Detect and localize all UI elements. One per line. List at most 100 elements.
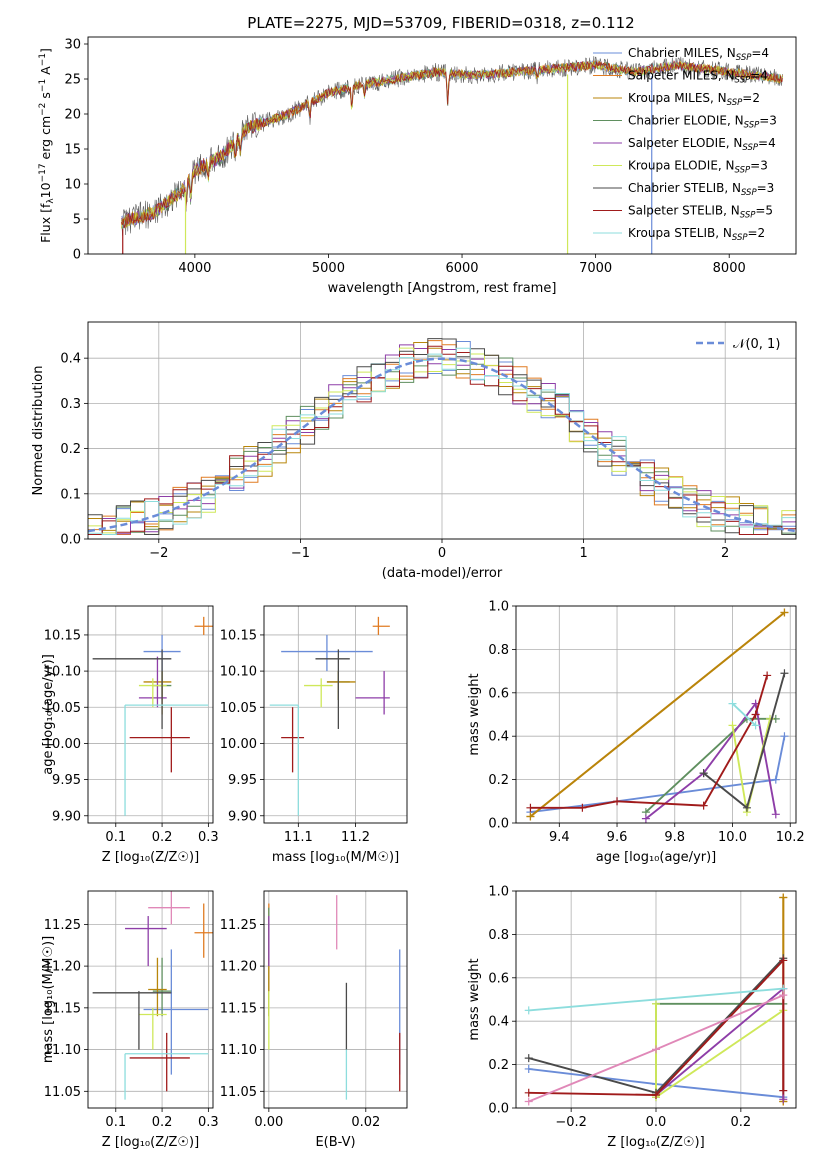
y-tick-label: 11.15 [220, 1001, 257, 1016]
y-label-part: Flux [f [38, 203, 53, 243]
mass-weight-series [731, 702, 757, 727]
y-tick-label: 9.90 [52, 809, 81, 824]
grid [264, 606, 407, 823]
y-tick-label: 0.0 [60, 533, 81, 548]
legend-nssp-value: =2 [748, 226, 766, 240]
mass-weight-marker [699, 801, 708, 810]
plot-area [92, 616, 213, 816]
y-label-part: λ [46, 198, 56, 204]
x-tick-label: −0.2 [555, 1115, 587, 1130]
mass-weight-marker [779, 991, 788, 1000]
x-axis-label: mass [log₁₀(M/M☉)] [272, 850, 399, 865]
y-tick-label: 0.0 [488, 817, 509, 832]
mass-weight-vs-metallicity-panel: −0.2 0.0 0.2 0.0 0.2 0.4 0.6 0.8 1.0 Z [log₁₀(Z/Z… [467, 885, 797, 1150]
plot-area [88, 338, 796, 535]
mass-vs-metallicity-panel: 0.1 0.2 0.3 11.05 11.10 11.15 11.20 11.25 Z [log… [41, 890, 219, 1150]
age-vs-metallicity-panel: 0.1 0.2 0.3 9.90 9.95 10.00 10.05 10.10 10.15 Z [… [41, 605, 219, 865]
legend-entry: Salpeter ELODIE, NSSP=4 [628, 136, 776, 153]
y-axis-label: age [log₁₀(age/yr)] [41, 654, 56, 775]
mass-weight-marker [652, 1090, 660, 1099]
x-tick-label: 9.4 [549, 830, 570, 845]
histogram-series [88, 340, 796, 535]
x-tick-label: 5000 [312, 261, 345, 276]
y-tick-label: 10.10 [220, 665, 257, 680]
mass-weight-marker [779, 1095, 788, 1104]
y-tick-label: 10.10 [44, 665, 81, 680]
y-tick-label: 0.4 [60, 352, 81, 367]
mass-weight-marker [728, 699, 737, 708]
data-point [304, 678, 333, 708]
x-tick-label: 1 [579, 546, 587, 561]
legend-entry: Kroupa MILES, NSSP=2 [628, 91, 760, 108]
normal-reference-curve [88, 357, 796, 533]
legend-entry: Chabrier STELIB, NSSP=3 [628, 181, 774, 198]
spectrum-series-line [121, 60, 783, 229]
legend-nssp-value: =4 [758, 136, 776, 150]
y-tick-label: 11.25 [220, 918, 257, 933]
x-tick-label: −1 [291, 546, 310, 561]
x-tick-label: 0.2 [731, 1115, 752, 1130]
mass-weight-marker [652, 1045, 660, 1054]
mass-weight-series [528, 958, 785, 1096]
y-label-part: −17 [38, 163, 48, 182]
x-tick-label: 0.2 [152, 1115, 173, 1130]
data-point [315, 649, 350, 729]
x-tick-label: 0.1 [105, 830, 126, 845]
x-axis-label: (data-model)/error [382, 566, 503, 581]
y-tick-label: 0 [73, 248, 81, 263]
y-tick-label: 11.20 [44, 960, 81, 975]
legend-nssp-value: =4 [751, 46, 769, 60]
y-tick-label: 0.4 [488, 1015, 509, 1030]
mass-weight-marker [763, 671, 772, 680]
data-point [281, 634, 373, 672]
mass-weight-marker [751, 710, 760, 719]
y-tick-label: 11.15 [44, 1001, 81, 1016]
y-axis-label: mass [log₁₀(M/M☉)] [41, 936, 56, 1063]
x-tick-label: 0.1 [105, 1115, 126, 1130]
axes-frame [87, 36, 797, 255]
x-tick-label: 0 [438, 546, 446, 561]
y-tick-label: 10.15 [44, 628, 81, 643]
data-point [355, 671, 390, 715]
data-point [125, 916, 167, 967]
mass-weight-marker [780, 608, 789, 617]
data-point [148, 891, 190, 925]
mass-weight-series [530, 736, 786, 814]
histogram-series [88, 347, 796, 535]
legend-subscript: SSP [735, 76, 751, 86]
data-point [372, 616, 390, 635]
mass-weight-marker [779, 893, 788, 902]
mass-weight-marker [526, 803, 535, 812]
y-tick-label: 0.0 [488, 1102, 509, 1117]
mass-weight-marker [780, 732, 789, 741]
axes-frame [515, 890, 797, 1109]
mass-weight-marker [742, 803, 751, 812]
x-tick-label: 0.2 [152, 830, 173, 845]
legend-subscript: SSP [732, 233, 748, 243]
legend-subscript: SSP [740, 211, 756, 221]
mass-weight-marker [526, 812, 535, 821]
y-tick-label: 9.90 [228, 809, 257, 824]
data-point [148, 957, 167, 1017]
y-tick-label: 20 [64, 108, 81, 123]
legend-entry: 𝒩(0, 1) [733, 337, 780, 352]
legend-subscript: SSP [744, 121, 760, 131]
y-tick-label: 10.00 [44, 737, 81, 752]
x-tick-label: 0.3 [198, 830, 219, 845]
mass-weight-marker [728, 721, 737, 730]
mass-weight-marker [524, 1006, 533, 1015]
mass-weight-marker [524, 1088, 533, 1097]
x-tick-label: 10.0 [718, 830, 747, 845]
axes-frame [87, 890, 214, 1109]
x-tick-label: 11.1 [284, 830, 313, 845]
x-tick-label: 6000 [445, 261, 478, 276]
x-tick-label: 8000 [713, 261, 746, 276]
plot-area [121, 56, 783, 254]
y-tick-label: 11.10 [220, 1043, 257, 1058]
x-axis-label: E(B-V) [315, 1135, 355, 1150]
legend-subscript: SSP [735, 166, 751, 176]
mass-weight-series [645, 701, 777, 820]
y-tick-label: 0.6 [488, 686, 509, 701]
legend-nssp-value: =4 [750, 69, 768, 83]
axes-frame [515, 605, 797, 824]
